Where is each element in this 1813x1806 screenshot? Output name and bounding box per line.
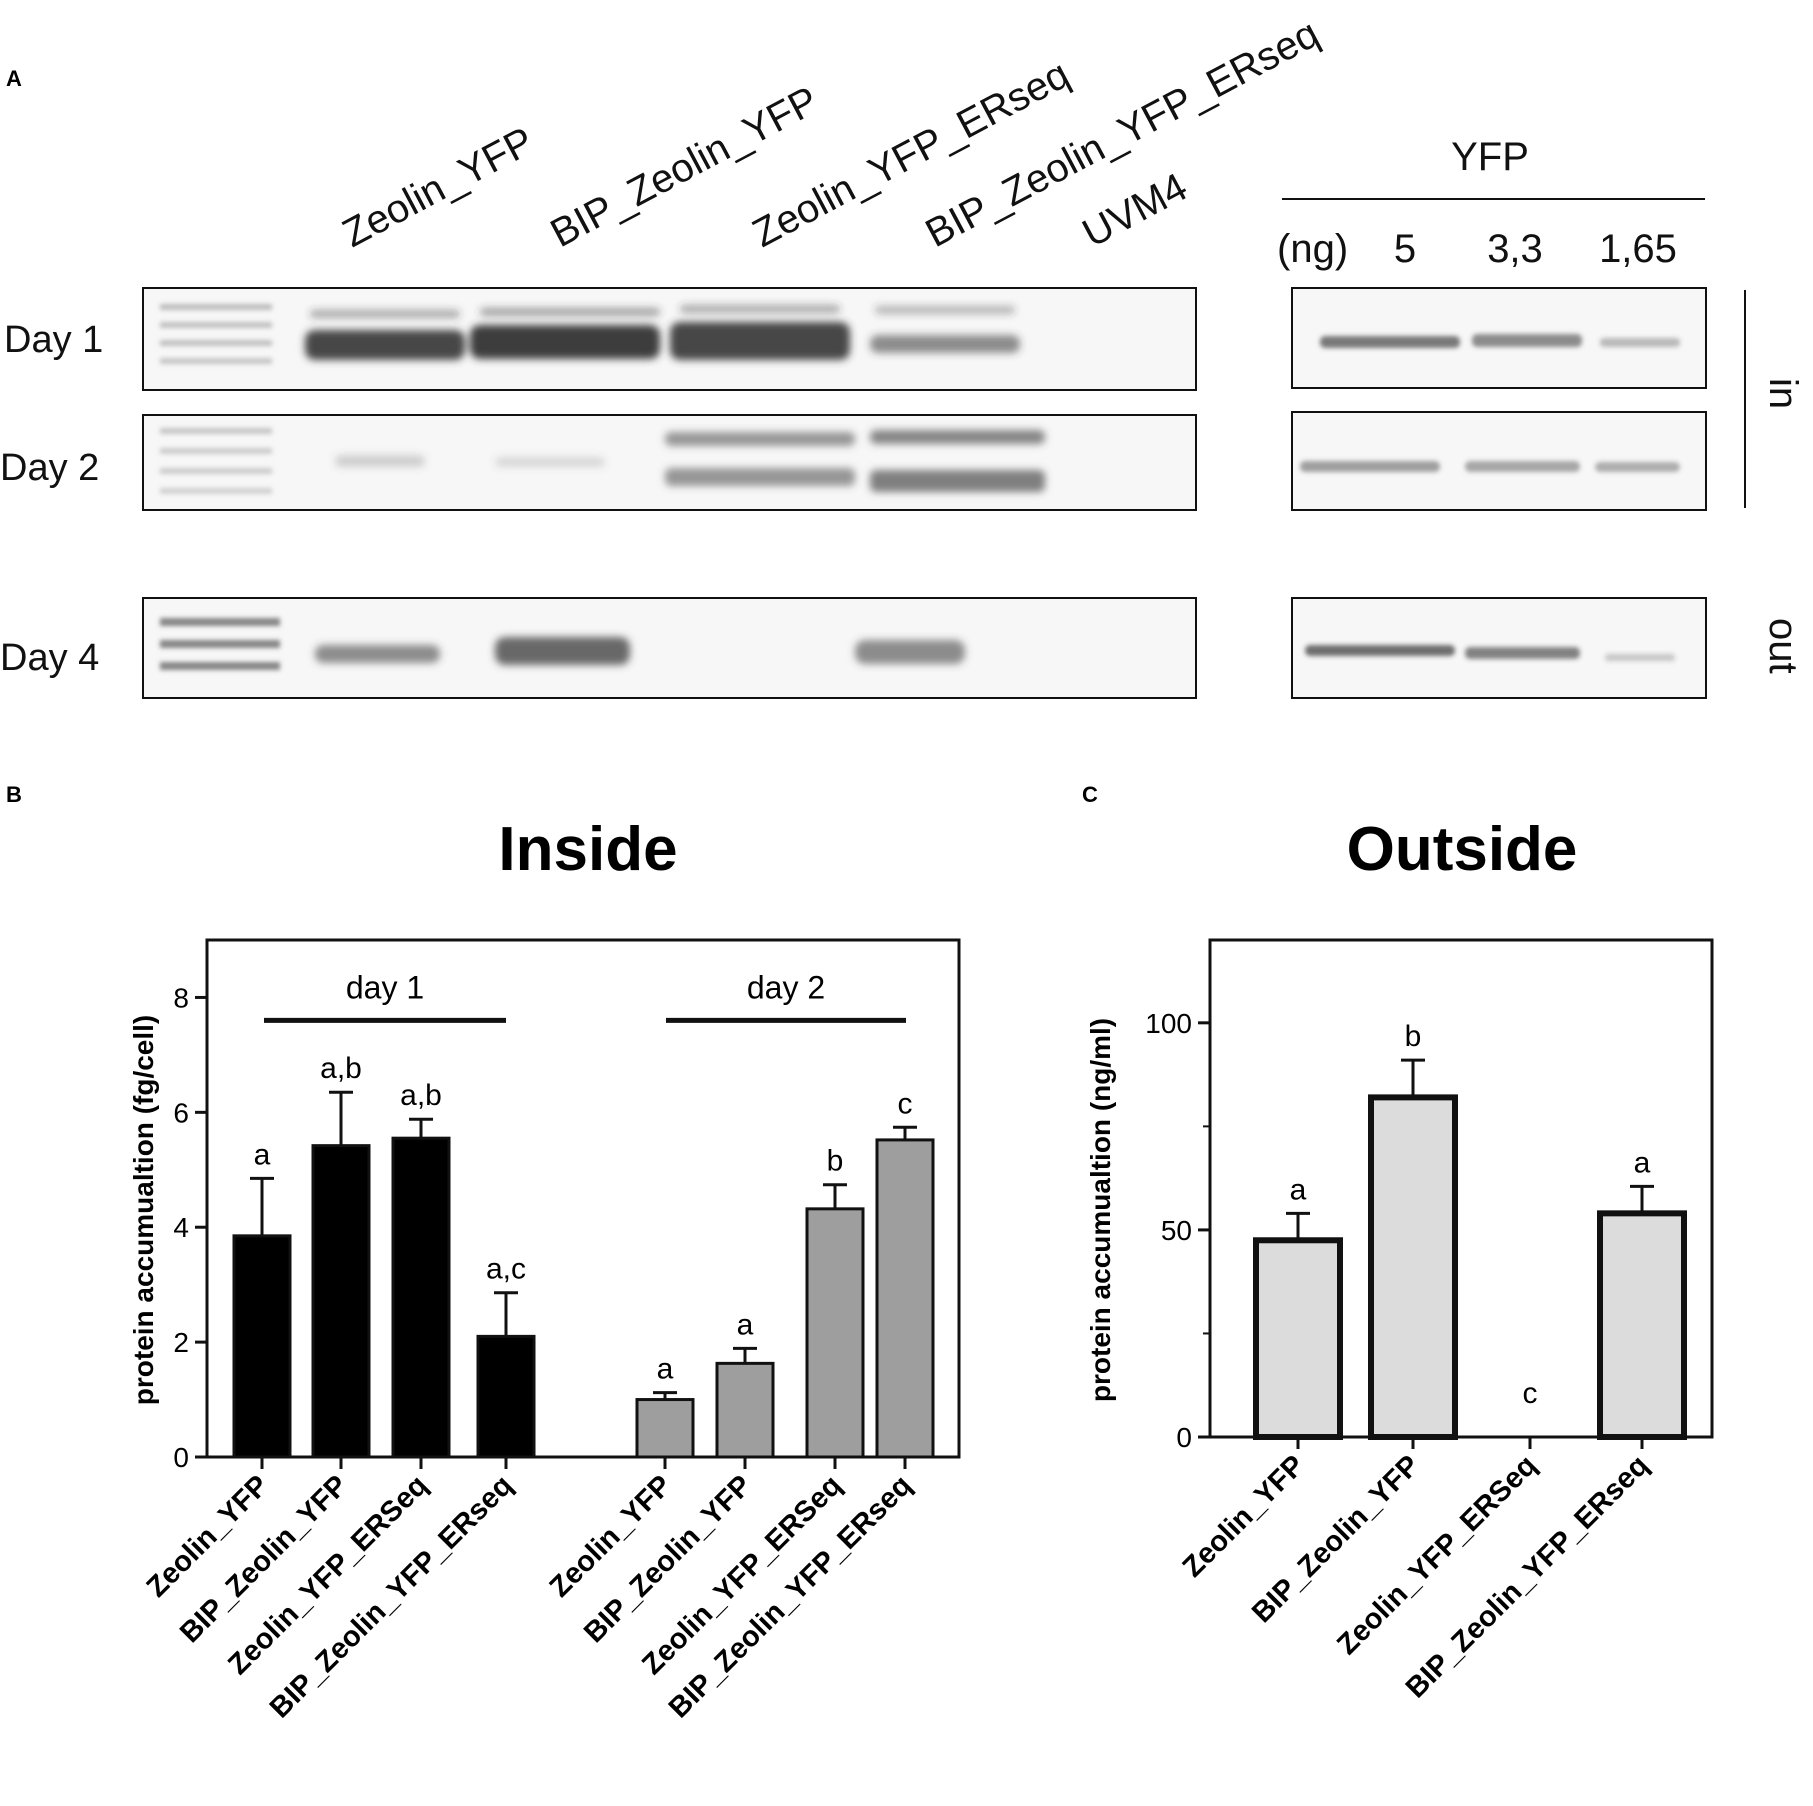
significance-label: c [1523,1377,1538,1410]
significance-label: a [1634,1146,1651,1179]
bar [1597,1210,1687,1440]
chart-title-outside: Outside [1347,815,1578,884]
standard-amount-1: 5 [1394,227,1416,271]
standard-unit: (ng) [1277,227,1348,271]
chart-outside: 050100aZeolin_YFPbBIP_Zeolin_YFPcZeolin_… [1145,938,1714,1704]
standard-blot-1 [1291,287,1707,389]
plot-frame [1208,938,1714,1439]
chart-inside: 02468aZeolin_YFPa,bBIP_Zeolin_YFPa,bZeol… [141,938,961,1724]
chart-title-inside: Inside [498,815,677,884]
plot-frame [205,938,961,1459]
significance-label: c [898,1087,913,1120]
blot-day1 [142,287,1197,391]
y-tick-label: 4 [173,1212,189,1243]
y-tick-label: 0 [173,1442,189,1473]
significance-label: a [657,1353,674,1386]
bar [1368,1094,1458,1440]
bar [875,1138,935,1459]
standard-amount-3: 1,65 [1599,227,1677,271]
lane-label-5: UVM4 [1076,165,1195,256]
y-tick-label: 100 [1145,1008,1192,1039]
significance-label: b [827,1145,844,1178]
standard-amount-2: 3,3 [1487,227,1543,271]
significance-label: b [1405,1020,1422,1053]
significance-label: a [737,1308,754,1341]
group-label: day 1 [346,969,424,1005]
blot-day2 [142,414,1197,511]
x-tick-label: Zeolin_YFP_ERSeq [1331,1449,1543,1661]
bar [476,1334,536,1459]
panel-letter-a: A [6,66,22,91]
significance-label: a,b [320,1052,362,1085]
bar [635,1398,695,1459]
standard-title: YFP [1451,135,1529,179]
significance-label: a,c [486,1253,526,1286]
blot-day4 [142,597,1197,699]
side-label-in: in [1761,378,1805,409]
y-tick-label: 0 [1176,1422,1192,1453]
standard-blot-2 [1291,411,1707,511]
bar [805,1207,865,1459]
row-label-day1: Day 1 [4,319,103,361]
y-tick-label: 2 [173,1327,189,1358]
y-tick-label: 6 [173,1097,189,1128]
panel-letter-b: B [6,782,22,807]
bar [232,1234,292,1459]
significance-label: a [1290,1173,1307,1206]
significance-label: a,b [400,1079,442,1112]
y-tick-label: 8 [173,982,189,1013]
x-tick-label: BIP_Zeolin_YFP_ERseq [1400,1449,1655,1704]
bar [1253,1237,1343,1441]
panel-letter-c: C [1082,782,1098,807]
significance-label: a [254,1138,271,1171]
bar [391,1136,451,1459]
row-label-day2: Day 2 [0,447,99,489]
bar [715,1361,775,1459]
group-label: day 2 [747,969,825,1005]
lane-label-1: Zeolin_YFP [336,119,541,256]
standard-blot-3 [1291,597,1707,699]
y-axis-label-inside: protein accumualtion (fg/cell) [128,1015,159,1405]
y-axis-label-outside: protein accumualtion (ng/ml) [1085,1018,1116,1402]
y-tick-label: 50 [1161,1215,1192,1246]
bar [311,1144,371,1459]
side-label-out: out [1761,618,1805,674]
row-label-day4: Day 4 [0,637,99,679]
